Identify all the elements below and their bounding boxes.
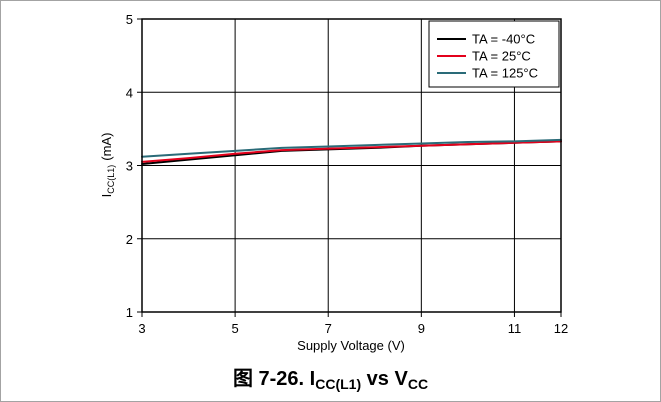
y-tick-label: 4 <box>126 85 133 100</box>
caption-vs: vs <box>366 368 389 390</box>
x-tick-label: 9 <box>418 321 425 336</box>
legend-entry: TA = 125°C <box>437 66 538 81</box>
y-tick-label: 2 <box>126 232 133 247</box>
axis-ticks <box>137 18 562 317</box>
x-tick-label: 5 <box>231 321 238 336</box>
x-tick-label: 12 <box>554 321 568 336</box>
legend-entries: TA = -40°C TA = 25°C TA = 125°C <box>437 32 538 81</box>
x-tick-label: 11 <box>508 321 522 336</box>
caption-label: 图 7-26. <box>232 368 305 390</box>
caption-i-subscript: CC(L1) <box>315 376 362 392</box>
series-line-2 <box>141 138 562 158</box>
legend: TA = -40°C TA = 25°C TA = 125°C <box>428 20 560 88</box>
legend-entry: TA = -40°C <box>437 32 535 47</box>
x-tick-label: 3 <box>138 321 145 336</box>
legend-box <box>428 20 560 88</box>
y-tick-labels: 1 2 3 4 5 <box>126 12 133 320</box>
caption-i: I <box>309 368 316 390</box>
legend-label: TA = -40°C <box>472 32 535 47</box>
y-axis-label-unit: (mA) <box>99 133 114 161</box>
figure-caption: 图 7-26. ICC(L1) vs VCC <box>1 365 660 393</box>
legend-entry: TA = 25°C <box>437 49 531 64</box>
y-axis-label: ICC(L1) (mA) <box>99 133 116 198</box>
y-tick-label: 3 <box>126 159 133 174</box>
series-lines <box>141 138 562 166</box>
legend-label: TA = 125°C <box>472 66 538 81</box>
y-tick-label: 5 <box>126 12 133 27</box>
y-axis-label-subscript: CC(L1) <box>106 165 116 194</box>
y-axis-label-symbol: I <box>99 194 114 198</box>
legend-label: TA = 25°C <box>472 49 531 64</box>
series-line-1 <box>141 140 562 163</box>
x-axis-label: Supply Voltage (V) <box>297 338 405 353</box>
caption-v: V <box>394 368 408 390</box>
y-tick-label: 1 <box>126 305 133 320</box>
x-tick-labels: 3 5 7 9 11 12 <box>138 321 568 336</box>
x-tick-label: 7 <box>325 321 332 336</box>
caption-v-subscript: CC <box>407 376 429 392</box>
